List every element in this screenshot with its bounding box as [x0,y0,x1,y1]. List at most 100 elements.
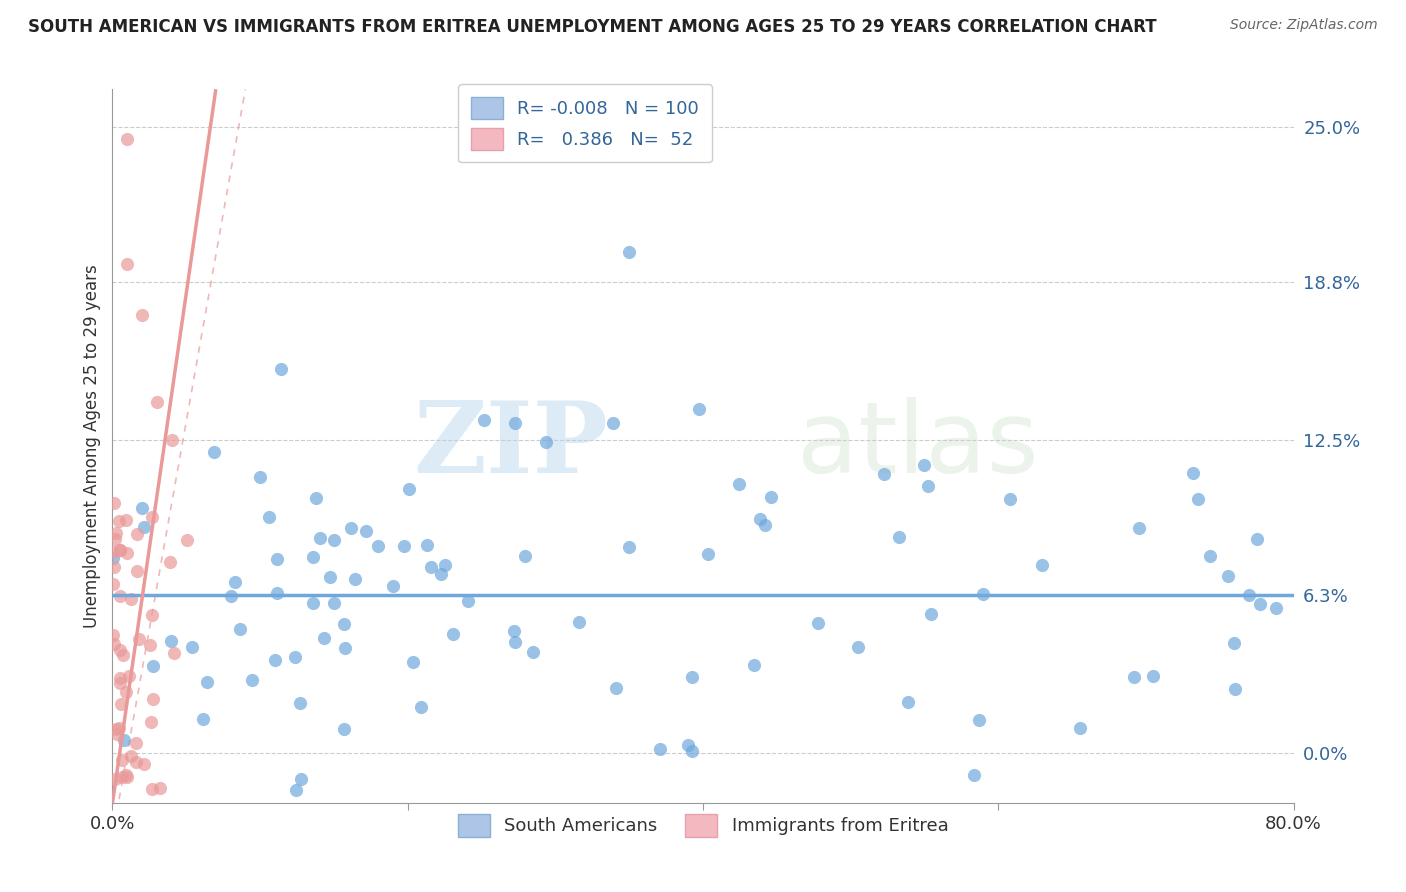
Point [111,770,134,784]
Point [111,754,134,768]
Point [402,656,425,670]
Point [112,732,135,747]
Point [120,749,142,764]
Point [1239,588,1261,602]
Point [433,558,456,572]
Point [285,783,308,797]
Point [302,596,325,610]
Legend: South Americans, Immigrants from Eritrea: South Americans, Immigrants from Eritrea [450,807,956,844]
Point [108,671,131,685]
Point [159,555,181,569]
Point [887,530,910,544]
Point [107,514,129,528]
Point [1246,532,1268,546]
Point [141,714,163,729]
Point [1128,521,1150,535]
Point [257,509,280,524]
Point [1223,682,1246,697]
Point [103,637,125,651]
Point [104,723,127,737]
Point [472,413,495,427]
Point [305,491,328,506]
Point [266,586,288,600]
Point [301,550,323,565]
Point [288,696,311,710]
Point [141,781,163,796]
Point [367,539,389,553]
Point [142,692,165,706]
Point [249,470,271,484]
Point [340,521,363,535]
Point [897,695,920,709]
Point [1249,597,1271,611]
Point [429,566,451,581]
Point [221,589,243,603]
Point [117,257,138,271]
Point [141,607,163,622]
Text: atlas: atlas [797,398,1039,494]
Point [142,659,165,673]
Point [127,564,149,578]
Point [115,513,138,527]
Point [138,638,160,652]
Point [108,675,131,690]
Point [125,735,148,749]
Point [115,770,138,784]
Point [312,631,335,645]
Point [263,653,285,667]
Point [917,478,939,492]
Point [224,574,246,589]
Point [333,616,356,631]
Point [457,593,479,607]
Point [240,673,263,687]
Point [617,541,640,555]
Point [619,244,641,259]
Point [117,132,138,146]
Point [1069,721,1091,735]
Point [441,627,464,641]
Point [846,640,869,654]
Point [110,698,132,712]
Point [104,533,127,547]
Point [120,591,142,606]
Point [104,772,127,786]
Point [117,668,139,682]
Point [103,545,125,559]
Point [759,490,782,504]
Point [115,546,138,560]
Point [728,476,751,491]
Point [1216,568,1239,582]
Point [131,500,153,515]
Point [114,684,136,698]
Point [1187,492,1209,507]
Point [420,559,443,574]
Point [104,526,127,541]
Point [290,772,312,786]
Point [131,308,153,322]
Point [333,641,356,656]
Point [112,648,135,662]
Point [149,780,172,795]
Point [503,624,526,639]
Point [103,560,125,574]
Point [742,657,765,672]
Point [270,361,292,376]
Point [605,681,627,695]
Point [398,482,420,496]
Point [319,569,342,583]
Text: Source: ZipAtlas.com: Source: ZipAtlas.com [1230,18,1378,32]
Point [107,727,129,741]
Point [322,596,344,610]
Point [160,433,183,447]
Point [920,607,942,622]
Point [176,533,198,547]
Point [134,756,156,771]
Point [749,512,772,526]
Point [146,395,169,409]
Point [513,549,536,563]
Point [125,755,148,769]
Point [163,646,186,660]
Point [522,645,544,659]
Point [409,700,432,714]
Point [392,539,415,553]
